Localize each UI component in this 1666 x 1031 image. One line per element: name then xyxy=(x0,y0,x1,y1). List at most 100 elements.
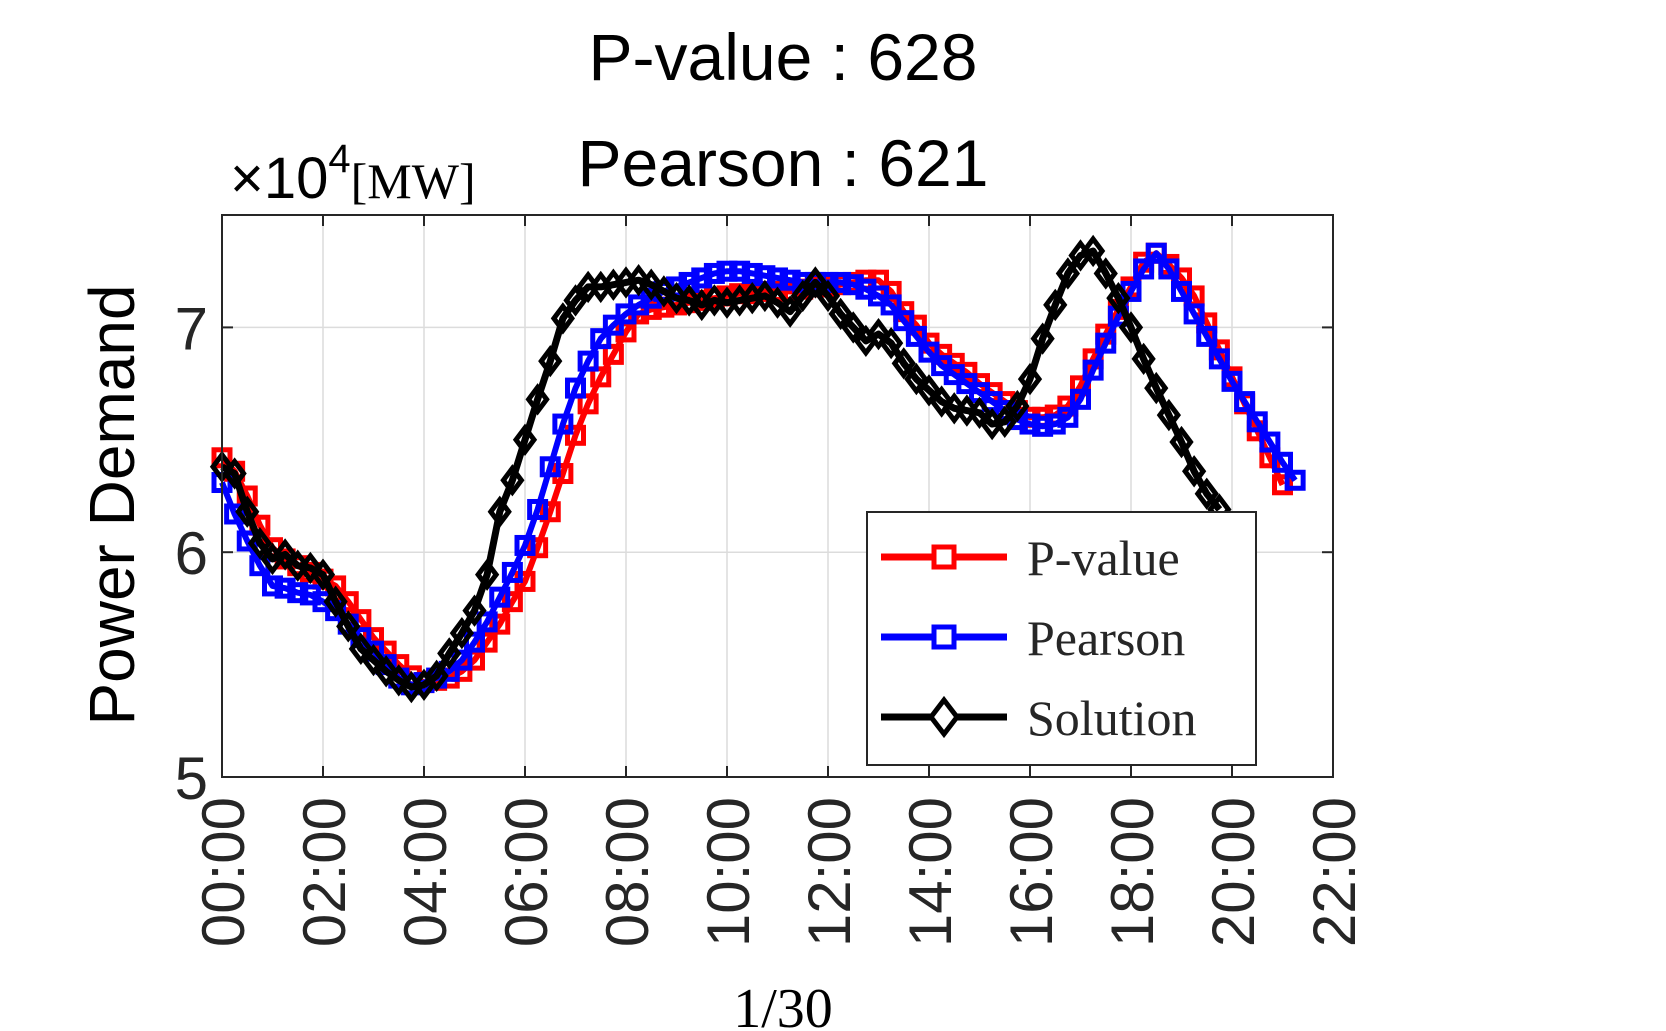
legend-label: P-value xyxy=(1027,530,1180,586)
data-point xyxy=(1183,303,1205,325)
data-point xyxy=(361,643,386,677)
data-point xyxy=(1032,415,1054,437)
data-point xyxy=(866,317,891,351)
data-point xyxy=(262,575,283,597)
data-point xyxy=(842,274,864,296)
data-point xyxy=(539,501,561,523)
x-tick-label: 12:00 xyxy=(796,797,863,947)
x-tick-label: 18:00 xyxy=(1099,797,1166,947)
x-tick-label: 02:00 xyxy=(291,797,358,947)
data-point xyxy=(273,538,298,571)
data-point xyxy=(904,362,929,396)
data-point xyxy=(501,591,523,613)
y-axis-label: Power Demand xyxy=(76,284,148,725)
legend: P-value Pearson Solution xyxy=(866,511,1257,766)
data-point xyxy=(310,558,336,591)
data-point xyxy=(803,266,828,299)
y-axis-multiplier: ×104[MW] xyxy=(230,137,476,211)
data-point xyxy=(880,294,902,316)
data-point xyxy=(577,393,599,415)
x-tick-label: 10:00 xyxy=(695,797,762,947)
data-point xyxy=(565,424,586,446)
data-point xyxy=(449,616,474,650)
y-tick-label: 5 xyxy=(175,745,208,812)
data-point xyxy=(729,260,751,282)
data-point xyxy=(967,396,992,429)
data-point xyxy=(1144,371,1169,405)
data-point xyxy=(1133,258,1155,280)
data-point xyxy=(563,284,588,317)
data-point xyxy=(462,594,487,627)
data-point xyxy=(1131,342,1156,376)
data-point xyxy=(527,537,549,559)
data-point xyxy=(651,275,676,308)
data-point xyxy=(626,264,651,297)
x-tick-label: 00:00 xyxy=(190,797,257,947)
data-point xyxy=(590,366,612,388)
data-point xyxy=(767,267,788,289)
legend-marker xyxy=(927,695,961,739)
data-point xyxy=(1106,282,1131,315)
data-point xyxy=(1272,451,1293,473)
x-tick-label: 16:00 xyxy=(998,797,1065,947)
data-point xyxy=(1194,477,1219,510)
data-point xyxy=(489,613,511,635)
data-point xyxy=(552,413,574,435)
data-point xyxy=(1272,474,1293,496)
data-point xyxy=(298,551,323,585)
data-point xyxy=(1005,389,1030,423)
legend-label: Pearson xyxy=(1027,610,1185,666)
data-point xyxy=(500,464,525,497)
data-point xyxy=(1082,359,1104,381)
data-point xyxy=(1284,469,1306,491)
data-point xyxy=(918,341,940,363)
data-point xyxy=(590,328,612,350)
data-point xyxy=(765,286,790,319)
chart-title-line-2: Pearson : 621 xyxy=(578,126,989,200)
data-point xyxy=(905,325,927,347)
data-point xyxy=(1208,348,1230,370)
data-point xyxy=(247,527,272,560)
x-tick-label: 22:00 xyxy=(1301,797,1368,947)
y-axis-exponent: 4 xyxy=(328,137,350,181)
x-axis-label: 1/30 xyxy=(733,978,833,1031)
data-point xyxy=(1118,311,1144,344)
data-point xyxy=(539,456,561,478)
data-point xyxy=(602,343,624,365)
data-point xyxy=(437,637,462,670)
data-point xyxy=(1259,431,1281,453)
data-point xyxy=(1095,332,1117,354)
data-point xyxy=(565,377,586,399)
data-point xyxy=(476,611,498,633)
data-point xyxy=(1055,257,1080,290)
x-tick-label: 08:00 xyxy=(594,797,661,947)
data-point xyxy=(222,457,247,490)
data-point xyxy=(893,310,915,332)
legend-label: Solution xyxy=(1027,690,1196,746)
data-point xyxy=(424,659,449,693)
axis-ticks: 00:00 02:00 04:00 06:00 08:00 10:00 12:00 14:00… xyxy=(175,215,1368,947)
data-point xyxy=(1171,280,1192,302)
data-point xyxy=(602,314,624,336)
data-point xyxy=(1030,322,1055,355)
y-axis-unit: [MW] xyxy=(351,153,476,209)
data-point xyxy=(1169,425,1194,459)
data-point xyxy=(475,558,500,591)
legend-marker xyxy=(931,624,957,650)
data-point xyxy=(514,534,536,556)
y-tick-label: 7 xyxy=(175,295,208,362)
x-tick-label: 04:00 xyxy=(392,797,459,947)
data-point xyxy=(386,664,411,697)
x-tick-label: 14:00 xyxy=(897,797,964,947)
data-point xyxy=(830,271,852,293)
data-point xyxy=(891,347,916,380)
data-point xyxy=(1234,391,1256,413)
data-point xyxy=(880,280,902,302)
data-point xyxy=(1093,257,1118,290)
data-point xyxy=(336,610,361,643)
data-point xyxy=(716,260,738,282)
series-solution xyxy=(209,234,1232,704)
x-tick-label: 06:00 xyxy=(493,797,560,947)
data-point xyxy=(992,405,1017,438)
data-point xyxy=(691,267,713,289)
